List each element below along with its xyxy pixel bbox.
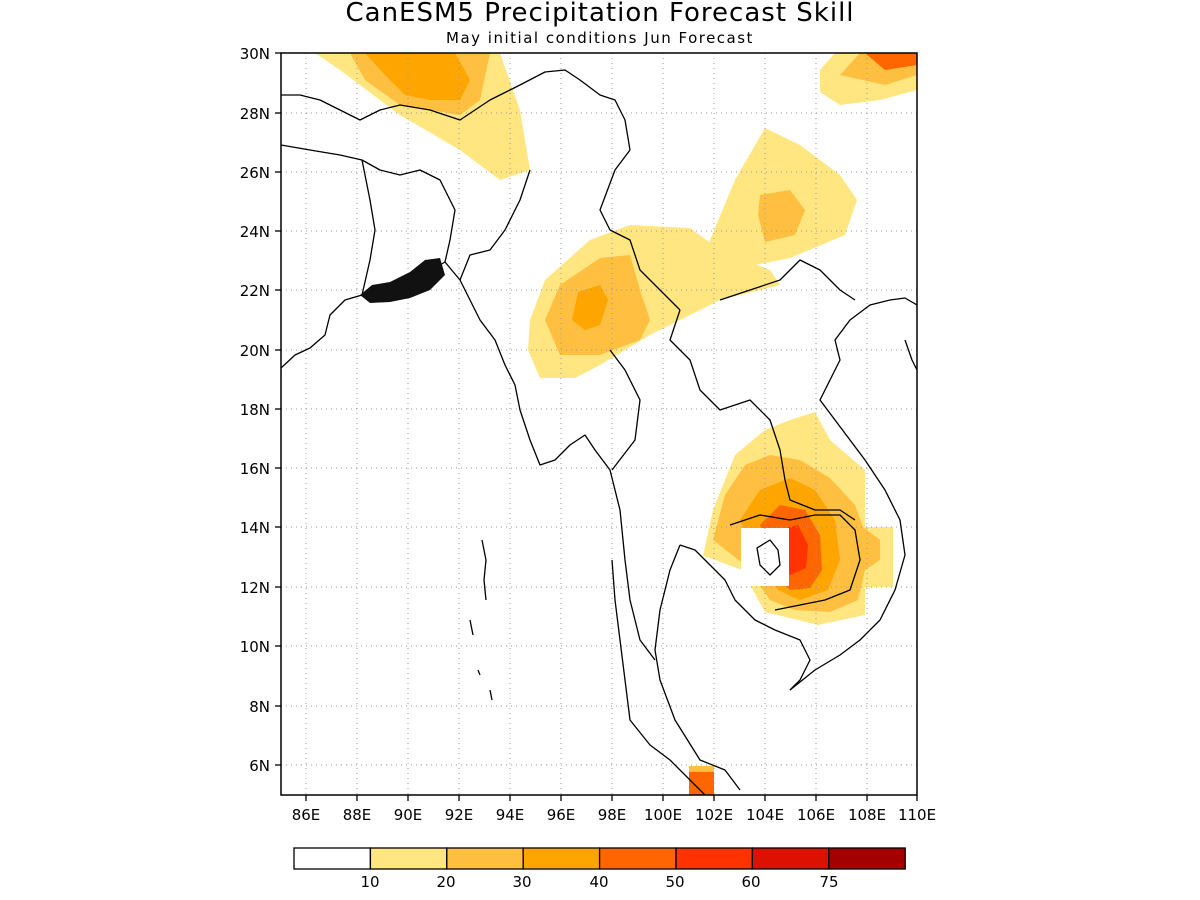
- lat-tick-label: 10N: [240, 638, 270, 656]
- skill-region-malay: [689, 766, 714, 795]
- legend-label: 10: [360, 873, 379, 891]
- lat-tick-label: 20N: [240, 342, 270, 360]
- lon-tick-label: 86E: [292, 806, 321, 824]
- lon-tick-label: 110E: [898, 806, 936, 824]
- ganges-delta: [360, 258, 445, 303]
- lat-tick-label: 28N: [240, 105, 270, 123]
- bangladesh-west-border: [361, 159, 376, 296]
- lon-tick-label: 104E: [746, 806, 784, 824]
- lat-tick-label: 8N: [249, 698, 270, 716]
- legend-label: 75: [819, 873, 838, 891]
- map-frame: [280, 52, 918, 796]
- legend-label: 20: [436, 873, 455, 891]
- cambodia-border: [729, 514, 861, 611]
- myanmar-china-border: [599, 149, 681, 311]
- legend-swatch: [828, 847, 906, 870]
- legend-swatch: [446, 847, 524, 870]
- bangladesh-border: [361, 159, 456, 263]
- skill-shading: [315, 53, 917, 795]
- gulf-thailand-coast: [679, 544, 811, 691]
- chart-subtitle: May initial conditions Jun Forecast: [446, 29, 754, 47]
- lat-tick-label: 18N: [240, 401, 270, 419]
- india-nepal-lower: [281, 144, 363, 161]
- laos-china-border: [719, 259, 856, 301]
- legend-swatch: [369, 847, 448, 870]
- lon-tick-label: 96E: [547, 806, 576, 824]
- myanmar-thailand-border: [609, 349, 641, 471]
- lon-tick-label: 88E: [343, 806, 372, 824]
- himalaya-border: [281, 69, 631, 151]
- lon-tick-label: 102E: [695, 806, 733, 824]
- skill-region-himalaya: [315, 53, 530, 180]
- legend-swatch: [522, 847, 601, 870]
- lon-tick-label: 106E: [797, 806, 835, 824]
- malay-east-coast: [654, 544, 741, 791]
- lat-tick-label: 24N: [240, 223, 270, 241]
- tonle-sap-lake: [756, 539, 781, 576]
- legend-swatch: [751, 847, 830, 870]
- legend-labels: 10 20 30 40 50 60 75: [360, 873, 838, 891]
- lon-tick-label: 90E: [394, 806, 423, 824]
- legend-swatch: [293, 847, 372, 870]
- legend-label: 50: [665, 873, 684, 891]
- lon-tick-label: 92E: [445, 806, 474, 824]
- myanmar-coast: [444, 261, 656, 661]
- lat-tick-label: 6N: [249, 757, 270, 775]
- lon-tick-label: 100E: [644, 806, 682, 824]
- legend-label: 40: [589, 873, 608, 891]
- thailand-laos-border: [669, 309, 856, 521]
- india-myanmar-border: [459, 169, 531, 281]
- lon-tick-label: 108E: [848, 806, 886, 824]
- skill-region-yunnan: [710, 128, 857, 268]
- lon-tick-label: 98E: [598, 806, 627, 824]
- legend-label: 30: [512, 873, 531, 891]
- lon-tick-label: 94E: [496, 806, 525, 824]
- lat-tick-label: 22N: [240, 282, 270, 300]
- legend-swatch: [675, 847, 754, 870]
- lat-tick-label: 12N: [240, 579, 270, 597]
- chart-title: CanESM5 Precipitation Forecast Skill: [345, 0, 855, 28]
- color-legend: 10 20 30 40 50 60 75: [293, 847, 906, 891]
- legend-swatch: [598, 847, 677, 870]
- india-east-coast: [281, 294, 363, 369]
- vietnam-coast: [789, 297, 917, 691]
- lon-tick-labels: 86E 88E 90E 92E 94E 96E 98E 100E 102E 10…: [292, 806, 936, 824]
- axis-ticks: [275, 52, 918, 801]
- legend-label: 60: [741, 873, 760, 891]
- skill-region-ne-corner: [820, 53, 917, 105]
- lat-tick-label: 16N: [240, 460, 270, 478]
- lat-tick-label: 14N: [240, 519, 270, 537]
- lat-tick-labels: 30N 28N 26N 24N 22N 20N 18N 16N 14N 12N …: [240, 45, 270, 775]
- lat-tick-label: 30N: [240, 45, 270, 63]
- ne-coast-fragment: [904, 339, 917, 371]
- andaman-islands: [469, 539, 493, 701]
- lat-tick-label: 26N: [240, 164, 270, 182]
- malay-west-coast: [611, 559, 706, 795]
- legend-swatches: [293, 847, 906, 870]
